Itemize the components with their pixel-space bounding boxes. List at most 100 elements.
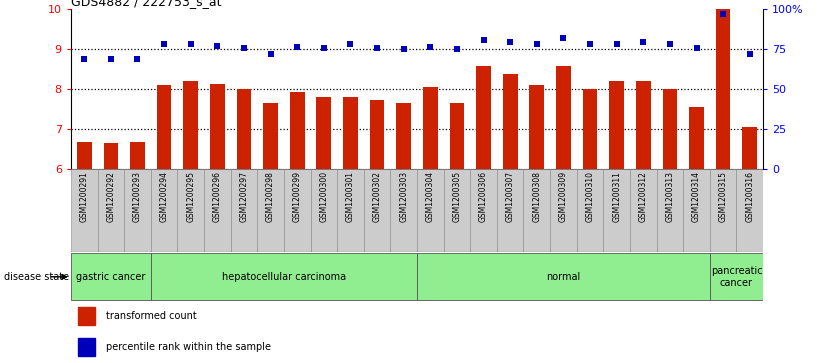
Bar: [444, 169, 470, 252]
Text: GSM1200314: GSM1200314: [692, 171, 701, 222]
Point: [424, 44, 437, 50]
Bar: [284, 169, 310, 252]
Text: GDS4882 / 222753_s_at: GDS4882 / 222753_s_at: [71, 0, 221, 8]
Bar: [264, 103, 278, 169]
Bar: [151, 169, 178, 252]
Point: [78, 56, 91, 62]
Bar: [530, 85, 544, 169]
Text: GSM1200294: GSM1200294: [159, 171, 168, 222]
Bar: [603, 169, 630, 252]
Bar: [716, 9, 731, 169]
Text: GSM1200302: GSM1200302: [373, 171, 382, 222]
Bar: [364, 169, 390, 252]
Bar: [316, 97, 331, 169]
Text: GSM1200311: GSM1200311: [612, 171, 621, 222]
Bar: [630, 169, 656, 252]
Bar: [151, 253, 417, 300]
Bar: [77, 142, 92, 169]
Point: [743, 51, 756, 57]
Point: [477, 37, 490, 43]
Point: [264, 51, 277, 57]
Bar: [736, 169, 763, 252]
Text: GSM1200299: GSM1200299: [293, 171, 302, 222]
Text: GSM1200309: GSM1200309: [559, 171, 568, 223]
Text: gastric cancer: gastric cancer: [76, 272, 145, 282]
Bar: [237, 89, 251, 169]
Bar: [396, 103, 411, 169]
Bar: [71, 253, 151, 300]
Bar: [231, 169, 257, 252]
Bar: [417, 253, 710, 300]
Bar: [124, 169, 151, 252]
Bar: [423, 87, 438, 169]
Point: [317, 45, 330, 51]
Text: GSM1200300: GSM1200300: [319, 171, 329, 223]
Bar: [78, 307, 95, 325]
Point: [530, 41, 544, 47]
Bar: [290, 92, 304, 169]
Text: GSM1200297: GSM1200297: [239, 171, 249, 222]
Text: GSM1200313: GSM1200313: [666, 171, 675, 222]
Bar: [450, 103, 465, 169]
Text: GSM1200296: GSM1200296: [213, 171, 222, 222]
Bar: [390, 169, 417, 252]
Text: GSM1200315: GSM1200315: [719, 171, 728, 222]
Point: [370, 45, 384, 51]
Point: [344, 41, 357, 47]
Bar: [710, 253, 763, 300]
Bar: [157, 85, 172, 169]
Text: GSM1200312: GSM1200312: [639, 171, 648, 222]
Text: percentile rank within the sample: percentile rank within the sample: [105, 342, 270, 352]
Text: GSM1200304: GSM1200304: [426, 171, 435, 223]
Text: GSM1200306: GSM1200306: [479, 171, 488, 223]
Text: GSM1200305: GSM1200305: [452, 171, 461, 223]
Bar: [583, 89, 597, 169]
Text: GSM1200291: GSM1200291: [80, 171, 88, 222]
Bar: [662, 89, 677, 169]
Text: transformed count: transformed count: [105, 311, 196, 321]
Bar: [556, 66, 570, 169]
Bar: [78, 338, 95, 356]
Text: GSM1200316: GSM1200316: [746, 171, 754, 222]
Point: [290, 44, 304, 50]
Point: [636, 39, 650, 45]
Point: [211, 43, 224, 49]
Bar: [476, 66, 491, 169]
Text: GSM1200293: GSM1200293: [133, 171, 142, 222]
Point: [104, 56, 118, 62]
Text: disease state: disease state: [4, 272, 69, 282]
Bar: [503, 74, 518, 169]
Text: GSM1200301: GSM1200301: [346, 171, 355, 222]
Bar: [103, 143, 118, 169]
Point: [716, 11, 730, 17]
Text: GSM1200298: GSM1200298: [266, 171, 275, 222]
Point: [131, 56, 144, 62]
Bar: [656, 169, 683, 252]
Point: [450, 46, 464, 52]
Bar: [257, 169, 284, 252]
Bar: [524, 169, 550, 252]
Text: GSM1200308: GSM1200308: [532, 171, 541, 222]
Text: normal: normal: [546, 272, 580, 282]
Point: [557, 35, 570, 41]
Text: GSM1200303: GSM1200303: [399, 171, 408, 223]
Text: GSM1200310: GSM1200310: [585, 171, 595, 222]
Bar: [470, 169, 497, 252]
Bar: [710, 169, 736, 252]
Bar: [417, 169, 444, 252]
Bar: [577, 169, 603, 252]
Point: [184, 41, 198, 47]
Text: GSM1200292: GSM1200292: [106, 171, 115, 222]
Text: pancreatic
cancer: pancreatic cancer: [711, 266, 762, 287]
Bar: [742, 127, 757, 169]
Point: [158, 41, 171, 47]
Bar: [689, 107, 704, 169]
Bar: [210, 84, 224, 169]
Bar: [497, 169, 524, 252]
Bar: [636, 81, 651, 169]
Bar: [343, 97, 358, 169]
Bar: [310, 169, 337, 252]
Bar: [550, 169, 577, 252]
Bar: [610, 81, 624, 169]
Bar: [683, 169, 710, 252]
